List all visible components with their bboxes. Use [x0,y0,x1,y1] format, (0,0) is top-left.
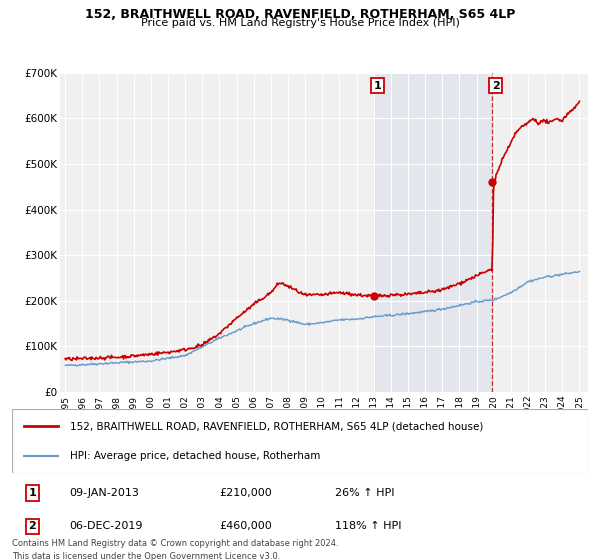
Text: £460,000: £460,000 [220,521,272,531]
FancyBboxPatch shape [12,409,588,473]
Text: 2: 2 [492,81,500,91]
Text: 2: 2 [28,521,36,531]
Text: 09-JAN-2013: 09-JAN-2013 [70,488,139,498]
Text: HPI: Average price, detached house, Rotherham: HPI: Average price, detached house, Roth… [70,451,320,461]
Text: Price paid vs. HM Land Registry's House Price Index (HPI): Price paid vs. HM Land Registry's House … [140,18,460,28]
Text: 06-DEC-2019: 06-DEC-2019 [70,521,143,531]
Text: 118% ↑ HPI: 118% ↑ HPI [335,521,401,531]
Text: 152, BRAITHWELL ROAD, RAVENFIELD, ROTHERHAM, S65 4LP: 152, BRAITHWELL ROAD, RAVENFIELD, ROTHER… [85,8,515,21]
Text: 1: 1 [374,81,382,91]
Text: Contains HM Land Registry data © Crown copyright and database right 2024.: Contains HM Land Registry data © Crown c… [12,539,338,548]
Text: 152, BRAITHWELL ROAD, RAVENFIELD, ROTHERHAM, S65 4LP (detached house): 152, BRAITHWELL ROAD, RAVENFIELD, ROTHER… [70,421,483,431]
Text: 1: 1 [28,488,36,498]
Text: This data is licensed under the Open Government Licence v3.0.: This data is licensed under the Open Gov… [12,552,280,560]
Text: £210,000: £210,000 [220,488,272,498]
Bar [374,73,493,392]
Text: 26% ↑ HPI: 26% ↑ HPI [335,488,394,498]
